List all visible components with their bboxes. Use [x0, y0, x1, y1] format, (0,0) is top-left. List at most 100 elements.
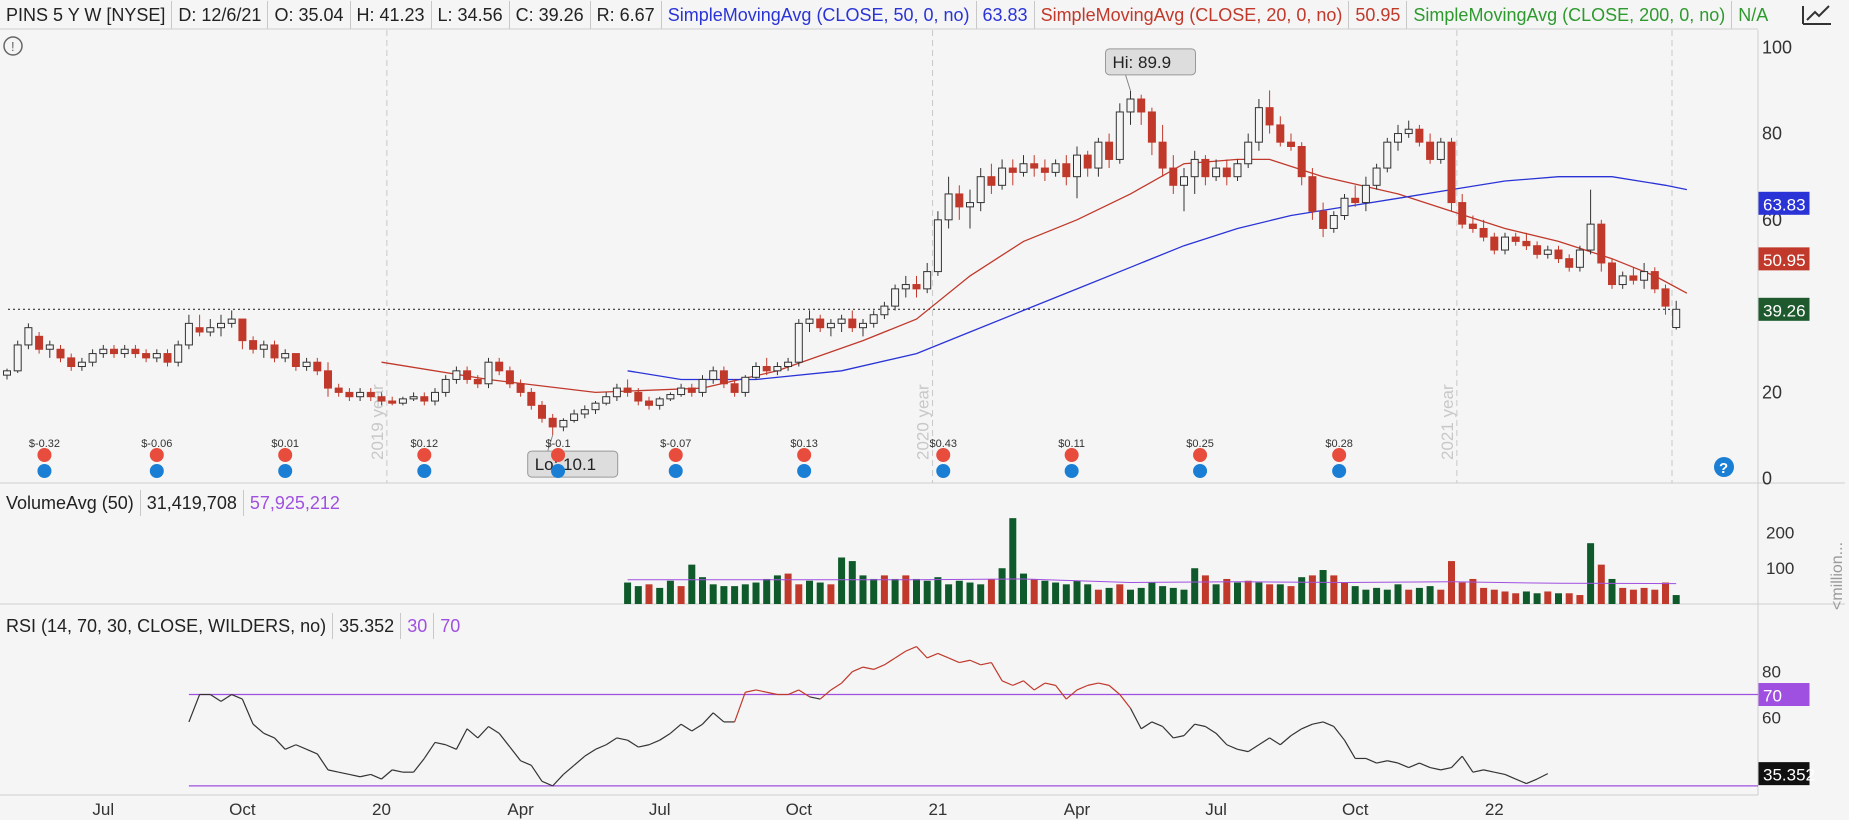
candle	[120, 344, 129, 358]
rsi-line-segment	[819, 689, 832, 700]
volume-bar	[1116, 584, 1124, 604]
candle	[195, 314, 204, 337]
candle-body	[249, 340, 258, 350]
candle-body	[987, 176, 996, 186]
candle-body	[377, 396, 386, 402]
rsi-line-segment	[434, 741, 446, 746]
rsi-line-segment	[766, 691, 778, 696]
candle	[409, 392, 418, 402]
sma20-price-tag-bg	[1758, 247, 1810, 271]
volume-bar	[880, 575, 888, 604]
candle-body	[1447, 141, 1456, 204]
candle-body	[366, 391, 375, 398]
rsi-line-segment	[905, 646, 917, 652]
sma20-study[interactable]: SimpleMovingAvg (CLOSE, 20, 0, no)	[1035, 1, 1350, 29]
candle	[591, 401, 600, 414]
candle-body	[409, 396, 418, 400]
candle-body	[998, 167, 1007, 186]
candle-body	[955, 193, 964, 208]
rsi-line-segment	[1290, 728, 1303, 737]
earnings-icon	[1332, 448, 1347, 462]
rsi-line-segment	[338, 771, 350, 776]
volume-bar	[1159, 586, 1167, 604]
rsi-line-segment	[712, 712, 725, 723]
rsi-line-segment	[445, 744, 457, 750]
sma200-label: SimpleMovingAvg (CLOSE, 200, 0, no)	[1413, 5, 1726, 25]
volume-study-label[interactable]: VolumeAvg (50)	[0, 490, 141, 516]
candle-body	[719, 370, 728, 385]
candle	[1479, 219, 1488, 242]
x-tick-label: Apr	[1064, 800, 1091, 819]
candle	[13, 340, 22, 373]
rsi-line-segment	[841, 671, 853, 684]
volume-unit-label: <million...	[1829, 542, 1846, 610]
volume-tick-label: 100	[1766, 559, 1794, 578]
rsi-line-segment	[734, 692, 746, 723]
rsi-line-segment	[209, 694, 222, 702]
candle-body	[880, 305, 889, 316]
volume-bar	[1512, 593, 1520, 604]
rsi-line-segment	[349, 773, 361, 778]
rsi-line-segment	[188, 694, 201, 723]
candle-body	[473, 378, 482, 385]
volume-bar	[1266, 584, 1274, 604]
open-value: O: 35.04	[268, 1, 351, 29]
sma50-study[interactable]: SimpleMovingAvg (CLOSE, 50, 0, no)	[662, 1, 977, 29]
high-callout-label: Hi: 89.9	[1113, 53, 1172, 72]
candle-body	[623, 387, 632, 393]
sma20-price-tag: 50.95	[1763, 251, 1806, 270]
dividend-icon	[417, 464, 432, 478]
rsi-line-segment	[1451, 755, 1463, 769]
candle-body	[1565, 258, 1574, 268]
callout-pointer	[547, 434, 554, 452]
drawing-tool-icon[interactable]	[1799, 2, 1835, 30]
rsi-line-segment	[873, 664, 885, 670]
candle-body	[784, 361, 793, 368]
rsi-line-segment	[1098, 682, 1110, 686]
candle	[1511, 232, 1520, 246]
volume-bar	[1576, 595, 1584, 604]
callout-box	[1105, 48, 1196, 76]
candle	[1030, 155, 1039, 177]
candle	[1340, 193, 1349, 220]
sma200-study[interactable]: SimpleMovingAvg (CLOSE, 200, 0, no)	[1407, 1, 1733, 29]
candle	[816, 314, 825, 332]
symbol-label[interactable]: PINS 5 Y W [NYSE]	[0, 1, 173, 29]
x-tick-label: Jul	[1205, 800, 1227, 819]
candle	[655, 396, 664, 410]
volume-bar	[1426, 586, 1434, 604]
candle-body	[1394, 133, 1402, 143]
candle-body	[848, 318, 857, 329]
rsi-line-segment	[1087, 682, 1099, 686]
candle-body	[580, 409, 589, 415]
candle-body	[13, 344, 22, 372]
x-tick-label: Apr	[507, 800, 534, 819]
range-value: R: 6.67	[591, 1, 662, 29]
candle	[580, 405, 589, 419]
candle-body	[1105, 141, 1114, 160]
earnings-icon	[1193, 448, 1208, 462]
candle-body	[291, 353, 300, 368]
dividend-icon	[1332, 464, 1347, 478]
candle-body	[677, 387, 686, 396]
candle-body	[1190, 158, 1199, 178]
rsi-line-segment	[381, 769, 393, 780]
candle-body	[1308, 176, 1317, 212]
candle	[259, 340, 268, 358]
candle-body	[1265, 107, 1274, 126]
rsi-band-tag: 70	[1763, 687, 1782, 706]
rsi-line-segment	[477, 726, 489, 739]
candle-body	[1383, 141, 1392, 169]
earnings-icon	[668, 448, 683, 462]
candle	[1158, 124, 1167, 177]
candle-body	[1169, 167, 1178, 186]
candle	[987, 163, 996, 194]
candle	[570, 409, 579, 423]
candle-body	[1511, 236, 1520, 242]
volume-bar	[934, 577, 942, 604]
dividend-icon	[1193, 464, 1208, 478]
rsi-line-segment	[263, 732, 275, 739]
candle-body	[505, 370, 514, 385]
rsi-study-label[interactable]: RSI (14, 70, 30, CLOSE, WILDERS, no)	[0, 613, 334, 639]
